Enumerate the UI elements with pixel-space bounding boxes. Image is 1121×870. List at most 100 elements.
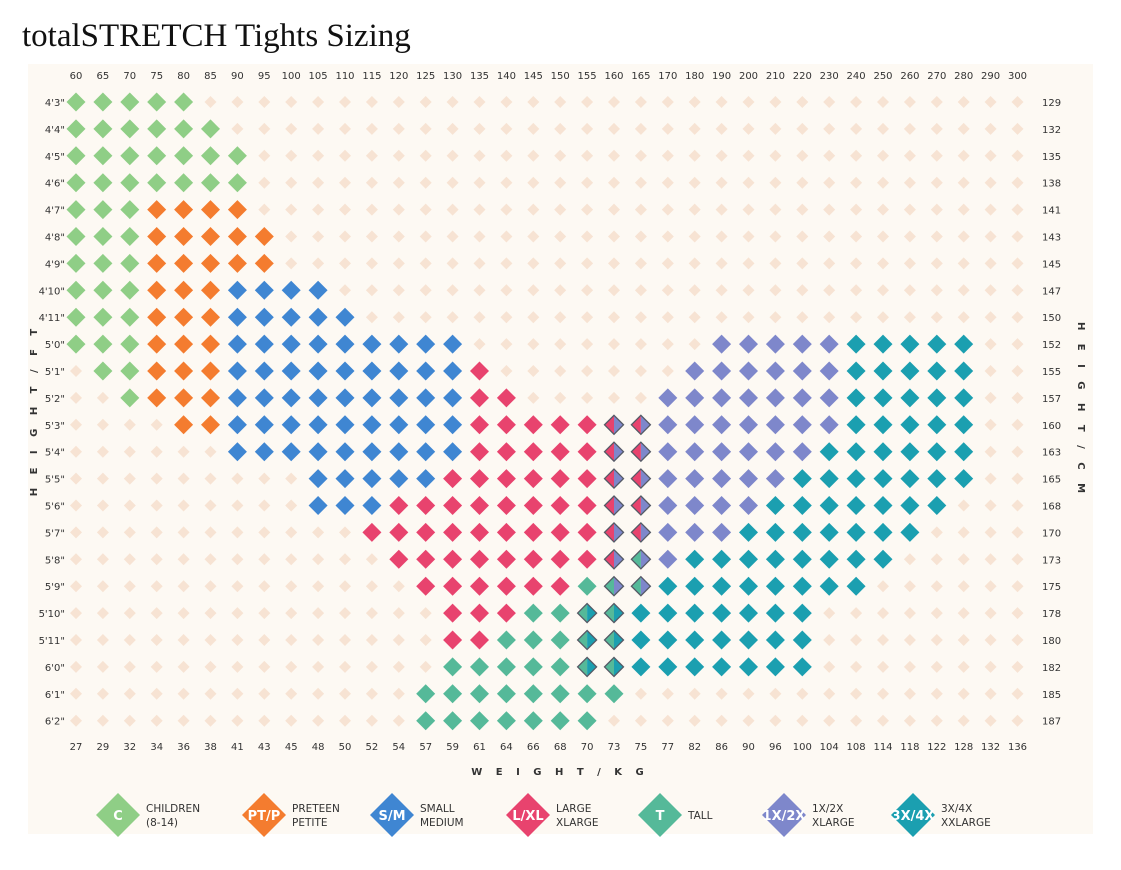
x-top-tick-label: 160	[604, 71, 623, 82]
empty-cell	[527, 311, 540, 324]
empty-cell	[850, 176, 863, 189]
y-left-tick-label: 6'0"	[45, 663, 65, 674]
empty-cell	[903, 607, 916, 620]
empty-cell	[769, 687, 782, 700]
size-cell	[873, 496, 893, 515]
empty-cell	[365, 257, 378, 270]
size-cell	[93, 280, 113, 300]
y-right-tick-label: 150	[1042, 313, 1061, 324]
size-cell	[120, 388, 140, 408]
empty-cell	[634, 96, 647, 108]
size-cell	[254, 280, 274, 300]
empty-cell	[742, 311, 755, 324]
size-cell	[604, 684, 624, 704]
empty-cell	[96, 526, 109, 539]
y-right-tick-label: 152	[1042, 340, 1061, 351]
empty-cell	[473, 257, 486, 270]
size-cell	[900, 496, 920, 515]
empty-cell	[312, 687, 325, 700]
empty-cell	[796, 714, 809, 727]
size-cell	[470, 388, 489, 408]
size-cell	[792, 603, 812, 623]
empty-cell	[365, 660, 378, 673]
empty-cell	[312, 660, 325, 673]
empty-cell	[312, 553, 325, 566]
size-cell	[819, 361, 839, 381]
size-cell	[496, 522, 516, 542]
empty-cell	[688, 338, 701, 351]
size-cell	[712, 388, 732, 408]
size-cell	[739, 415, 758, 435]
size-cell	[120, 200, 140, 220]
empty-cell	[96, 553, 109, 566]
empty-cell	[473, 311, 486, 324]
empty-cell	[930, 580, 943, 593]
legend-label-line1: LARGE	[556, 803, 591, 815]
empty-cell	[581, 257, 594, 270]
size-cell	[550, 549, 570, 569]
empty-cell	[96, 391, 109, 404]
empty-cell	[796, 284, 809, 297]
empty-cell	[258, 687, 271, 700]
size-cell	[174, 92, 194, 112]
empty-cell	[930, 660, 943, 673]
size-cell	[496, 496, 516, 515]
empty-cell	[634, 714, 647, 727]
size-cell	[523, 549, 543, 569]
size-cell	[201, 253, 220, 273]
empty-cell	[903, 580, 916, 593]
size-cell	[470, 549, 489, 569]
empty-cell	[877, 311, 889, 324]
empty-cell	[96, 607, 109, 620]
empty-cell	[688, 122, 701, 135]
empty-cell	[339, 634, 351, 646]
size-cell	[470, 415, 489, 435]
size-cell	[658, 442, 678, 462]
empty-cell	[177, 714, 190, 727]
x-bottom-tick-label: 70	[581, 742, 594, 753]
size-cell	[66, 146, 86, 166]
overlap-cell-left	[604, 442, 614, 462]
empty-cell	[419, 311, 432, 324]
y-right-tick-label: 182	[1042, 663, 1061, 674]
overlap-cell-left	[577, 630, 588, 650]
empty-cell	[769, 257, 782, 270]
empty-cell	[204, 472, 217, 485]
y-right-tick-label: 135	[1042, 152, 1061, 163]
size-cell	[443, 388, 463, 408]
size-cell	[765, 630, 785, 650]
size-cell	[443, 469, 463, 489]
size-cell	[308, 388, 328, 408]
legend-label-line1: CHILDREN	[146, 803, 200, 815]
empty-cell	[70, 526, 82, 539]
empty-cell	[957, 714, 970, 727]
empty-cell	[984, 687, 997, 700]
size-cell	[658, 469, 678, 489]
size-cell	[658, 522, 678, 542]
size-cell	[120, 119, 140, 139]
empty-cell	[715, 257, 728, 270]
overlap-cell-outline	[603, 521, 625, 543]
size-cell	[362, 388, 382, 408]
size-cell	[174, 227, 194, 246]
empty-cell	[258, 96, 271, 108]
empty-cell	[769, 230, 782, 243]
empty-cell	[70, 553, 82, 566]
empty-cell	[500, 365, 513, 377]
size-cell	[523, 442, 543, 462]
size-cell	[765, 388, 785, 408]
size-grid	[66, 92, 1024, 731]
size-cell	[496, 549, 516, 569]
empty-cell	[930, 553, 943, 566]
size-cell	[792, 657, 812, 677]
empty-cell	[581, 149, 594, 162]
empty-cell	[150, 714, 163, 727]
size-cell	[496, 603, 516, 623]
empty-cell	[554, 122, 567, 135]
empty-cell	[70, 445, 82, 458]
empty-cell	[419, 257, 432, 270]
size-cell	[389, 415, 409, 435]
size-cell	[147, 334, 167, 354]
size-cell	[443, 657, 463, 677]
empty-cell	[957, 230, 970, 243]
